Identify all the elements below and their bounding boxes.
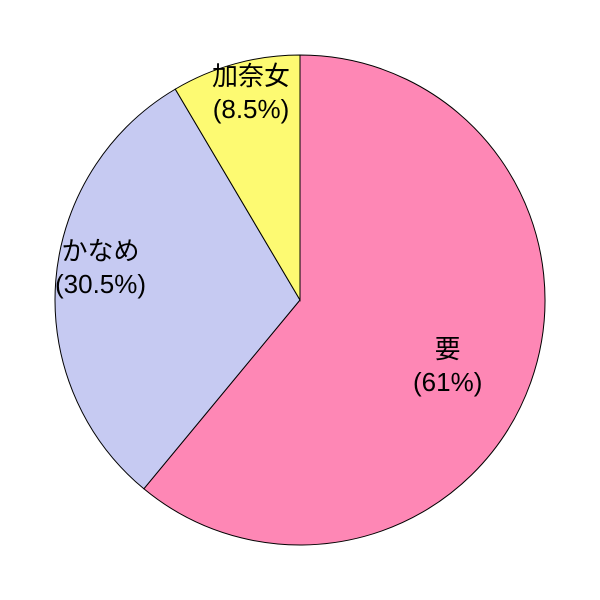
pie-chart-svg: [0, 0, 600, 600]
pie-chart: 要 (61%) かなめ (30.5%) 加奈女 (8.5%): [0, 0, 600, 600]
